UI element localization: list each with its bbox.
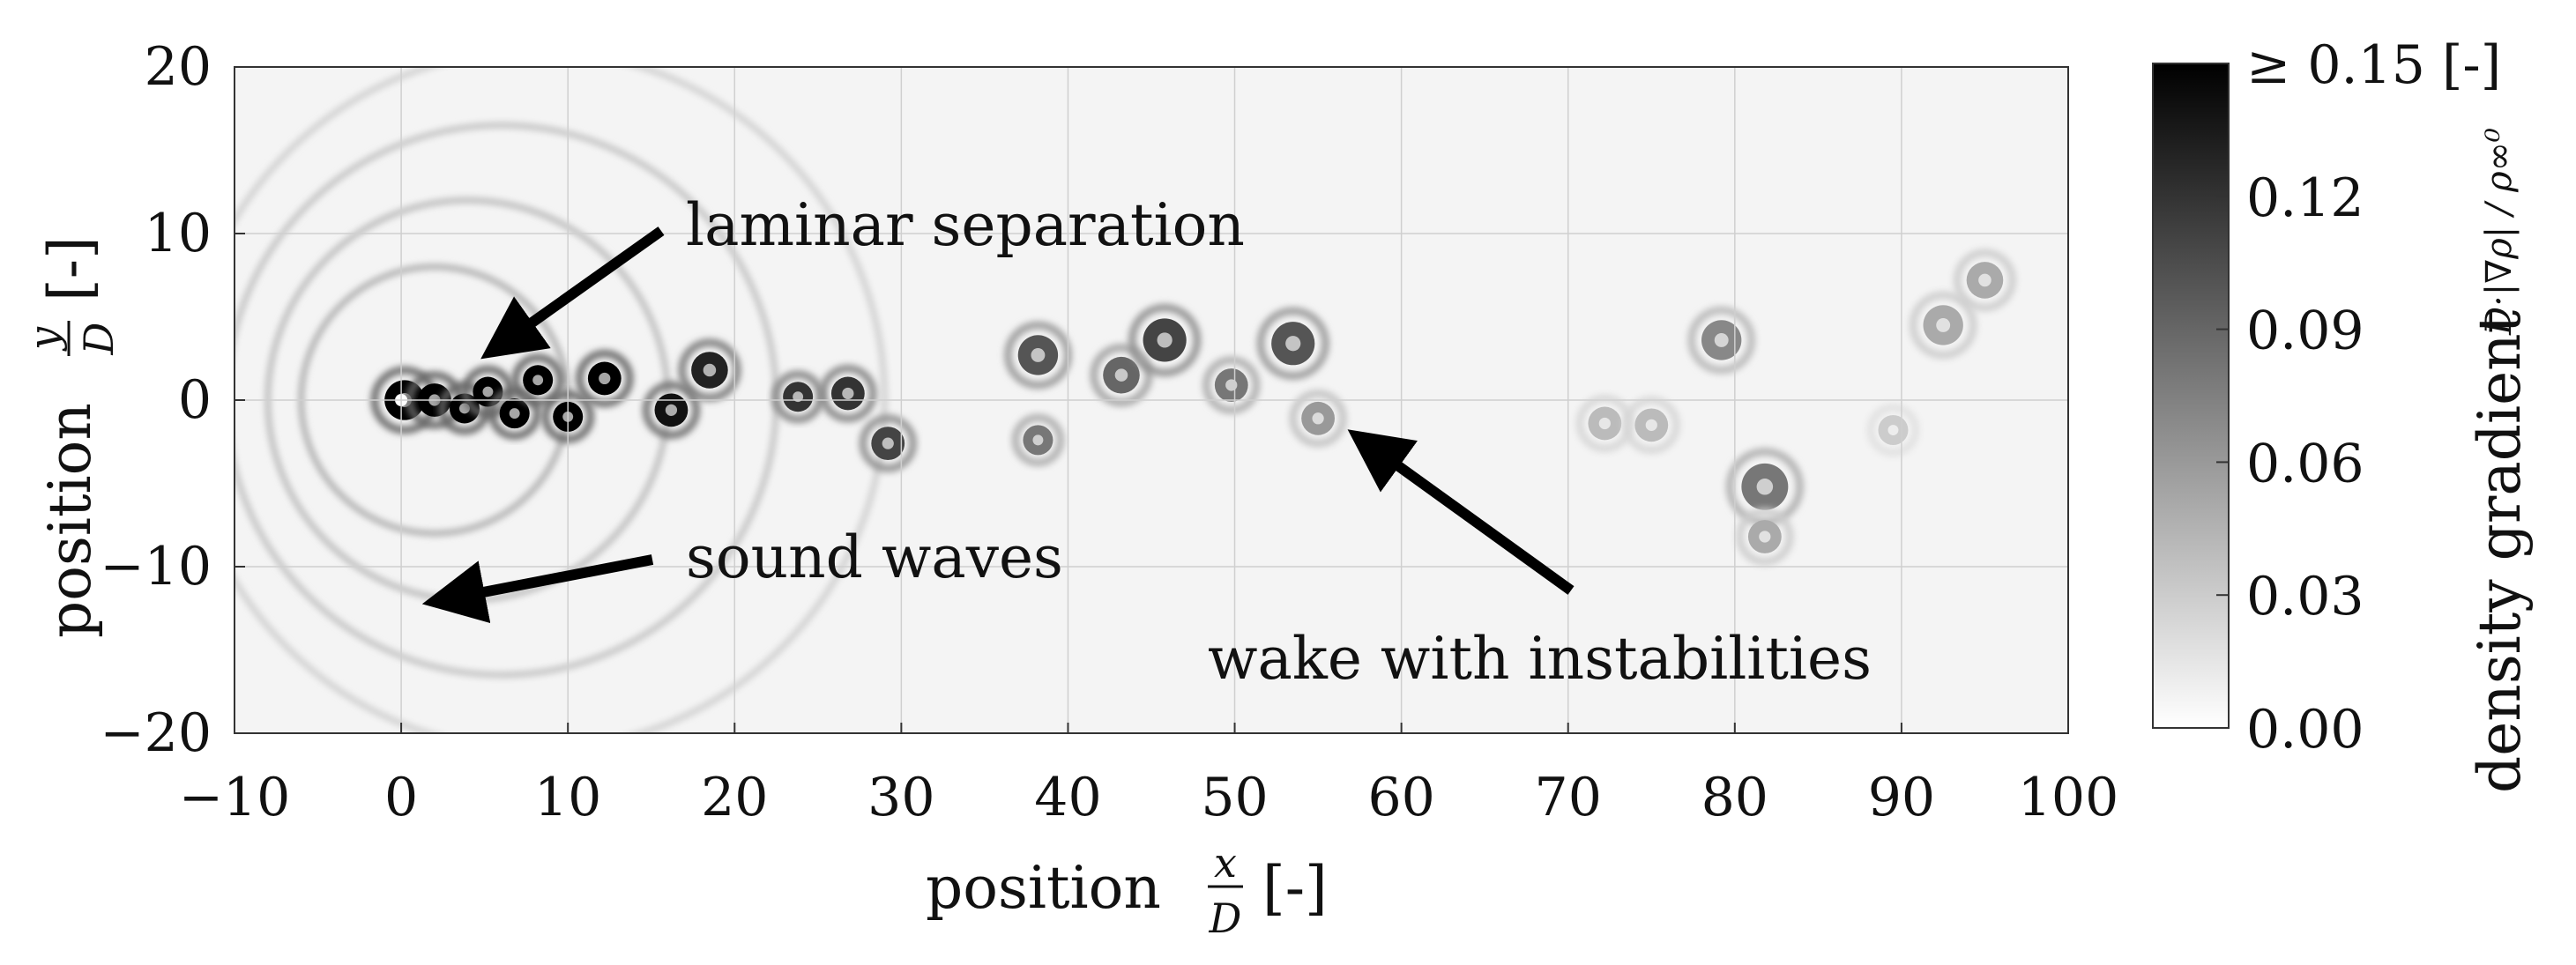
vortex-core	[1285, 336, 1301, 352]
colorbar-label: density gradient D·|∇ρ| / ρ∞⁰	[2466, 128, 2534, 793]
y-tick-label: 0	[178, 369, 212, 431]
vortex-core	[1032, 434, 1044, 446]
annotation-sound-waves: sound waves	[421, 523, 1063, 624]
y-axis-label-numerator: y	[20, 326, 68, 352]
vortex-halo	[1866, 404, 1919, 457]
y-ticks: −20 −10 0 10 20	[100, 36, 245, 764]
grid-lines	[235, 67, 2068, 733]
laminar-separation-label: laminar separation	[686, 191, 1245, 259]
vortex-core	[1114, 368, 1128, 382]
vortex-core	[793, 391, 804, 403]
vortex-core	[532, 375, 544, 386]
vortex-halo	[819, 365, 877, 422]
vortex-core	[1312, 412, 1324, 425]
vortex-core	[842, 387, 854, 400]
x-axis-label: position x D [-]	[926, 839, 1328, 942]
colorbar-tick-label: 0.06	[2246, 433, 2364, 494]
vortex-halo	[1202, 356, 1261, 414]
laminar-separation-arrow	[480, 226, 665, 360]
x-axis-label-unit: [-]	[1262, 854, 1328, 922]
vortex-halo	[678, 338, 741, 402]
vortex-core	[882, 437, 894, 449]
x-tick-label: 10	[534, 767, 601, 828]
colorbar-ticks: 0.00 0.03 0.06 0.09 0.12 ≥ 0.15 [-]	[2216, 34, 2501, 761]
vortex-halo	[1954, 249, 2016, 312]
colorbar: 0.00 0.03 0.06 0.09 0.12 ≥ 0.15 [-] density g…	[2152, 34, 2534, 793]
x-tick-label: 30	[867, 767, 934, 828]
vortex-core	[1978, 273, 1992, 287]
annotation-wake-instabilities: wake with instabilities	[1208, 429, 1872, 693]
colorbar-label-text: density gradient	[2466, 310, 2534, 793]
vortex-core	[1759, 531, 1771, 543]
vortex-core	[509, 408, 520, 419]
x-tick-label: 100	[2018, 767, 2119, 828]
sound-waves-label: sound waves	[686, 523, 1063, 591]
colorbar-tick-label: 0.12	[2246, 167, 2364, 229]
x-ticks: −10 0 10 20 30 40 50 60 70 80 90 100	[179, 723, 2119, 828]
vortex-halo	[1736, 508, 1794, 566]
y-axis-label-unit: [-]	[36, 236, 104, 301]
x-tick-label: 0	[384, 767, 418, 828]
x-tick-label: 80	[1701, 767, 1768, 828]
x-axis-label-numerator: x	[1214, 839, 1237, 887]
vortex-core	[1225, 379, 1238, 391]
vortex-halo	[859, 414, 917, 472]
vortex-halo	[1128, 304, 1202, 376]
vortex-core	[703, 363, 717, 377]
vortex-halo	[1687, 306, 1755, 374]
y-axis-label-denominator: D	[75, 323, 123, 356]
colorbar-tick-label: 0.09	[2246, 301, 2364, 362]
vortex-halo	[1289, 390, 1347, 448]
vortex-core	[1714, 333, 1729, 347]
vortex-core	[1887, 425, 1899, 435]
vortex-halo	[1910, 291, 1977, 359]
x-tick-label: 20	[701, 767, 768, 828]
vortex-core	[1645, 419, 1657, 431]
x-tick-label: 50	[1201, 767, 1268, 828]
sound-waves-arrow	[421, 554, 654, 624]
x-tick-label: 90	[1868, 767, 1935, 828]
vortex-core	[1157, 332, 1173, 348]
wake-instabilities-arrow	[1347, 429, 1575, 595]
vortex-halo	[1011, 413, 1064, 466]
y-tick-label: −20	[100, 702, 212, 764]
y-tick-label: −10	[100, 536, 212, 598]
vortex-halo	[576, 350, 634, 407]
colorbar-tick-label: 0.00	[2246, 699, 2364, 761]
vortex-core	[1598, 417, 1611, 430]
y-tick-label: 10	[145, 203, 212, 264]
x-tick-label: 70	[1535, 767, 1602, 828]
wake-instabilities-label: wake with instabilities	[1208, 625, 1872, 693]
colorbar-tick-label: ≥ 0.15 [-]	[2246, 34, 2501, 96]
vortex-halo	[1256, 307, 1329, 380]
annotation-laminar-separation: laminar separation	[480, 191, 1245, 360]
vortex-core	[665, 404, 678, 416]
vortex-core	[599, 372, 611, 385]
colorbar-tick-label: 0.03	[2246, 566, 2364, 627]
vortex-halo	[1090, 344, 1153, 406]
vortex-core	[1756, 479, 1774, 495]
x-axis-label-denominator: D	[1209, 894, 1242, 942]
vortex-core	[482, 386, 494, 397]
vortex-core	[1936, 318, 1951, 332]
x-tick-label: −10	[179, 767, 291, 828]
y-axis-label: position y D [-]	[20, 236, 123, 638]
x-axis-label-word: position	[926, 854, 1161, 922]
vortex-core	[1031, 348, 1046, 362]
vortex-halo	[643, 381, 700, 439]
x-tick-label: 60	[1367, 767, 1434, 828]
x-tick-label: 40	[1034, 767, 1101, 828]
y-axis-label-word: position	[36, 403, 104, 638]
colorbar-label-math: D·|∇ρ| / ρ∞⁰	[2479, 128, 2520, 336]
y-tick-label: 20	[145, 36, 212, 98]
colorbar-gradient	[2152, 63, 2230, 729]
